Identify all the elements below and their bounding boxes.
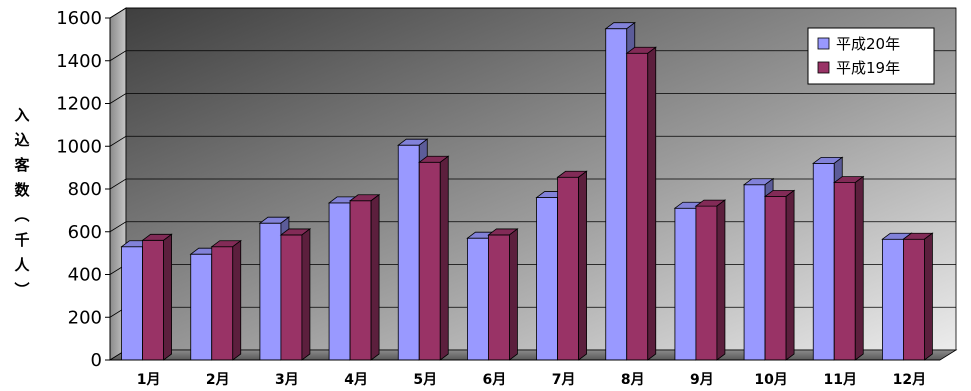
- bar-h19-5: [418, 155, 450, 361]
- x-tick-label: 4月: [344, 372, 368, 388]
- svg-text:︶: ︶: [13, 281, 29, 299]
- bars: [120, 21, 934, 361]
- svg-text:数: 数: [14, 181, 30, 199]
- bar-h19-11: [833, 175, 865, 361]
- svg-text:客: 客: [13, 156, 30, 174]
- legend-swatch: [817, 37, 830, 50]
- y-tick-label: 1000: [56, 136, 102, 157]
- bar-h19-8: [625, 46, 657, 361]
- x-tick-label: 9月: [690, 372, 714, 388]
- gridline: [109, 93, 956, 104]
- x-tick-label: 3月: [275, 372, 299, 388]
- bar-h19-9: [694, 199, 727, 361]
- axes: 0 200 400 600 800 1000 1200 1400 1600 1月 2月 3月 4月 5月 6…: [56, 8, 940, 388]
- x-tick-label: 6月: [483, 372, 507, 388]
- legend-box: [807, 27, 935, 85]
- x-tick-label: 1月: [137, 372, 161, 388]
- y-tick-label: 1400: [56, 51, 102, 72]
- x-tick-label: 10月: [754, 372, 787, 388]
- bar-h19-4: [348, 193, 381, 361]
- legend-swatch: [817, 61, 830, 74]
- y-tick-label: 200: [68, 307, 102, 328]
- bar-h19-7: [556, 170, 588, 361]
- y-tick-label: 1600: [56, 8, 102, 29]
- gridline: [109, 50, 956, 62]
- svg-text:︵: ︵: [13, 206, 29, 224]
- bar-h19-1: [141, 233, 173, 361]
- bar-h19-6: [487, 228, 519, 361]
- x-tick-label: 8月: [621, 372, 645, 388]
- legend-label: 平成19年: [836, 59, 900, 77]
- y-tick-label: 1200: [56, 94, 102, 115]
- x-tick-label: 2月: [206, 372, 230, 388]
- y-tick-label: 600: [68, 222, 102, 243]
- bar-h19-12: [902, 232, 934, 361]
- legend-label: 平成20年: [836, 35, 900, 53]
- x-tick-label: 11月: [824, 372, 857, 388]
- x-tick-label: 7月: [552, 372, 576, 388]
- y-tick-label: 400: [68, 265, 102, 286]
- svg-text:入: 入: [14, 106, 29, 124]
- gridline: [109, 7, 956, 19]
- y-tick-label: 800: [68, 179, 102, 200]
- svg-text:千: 千: [14, 231, 29, 249]
- bar-h19-2: [210, 239, 242, 361]
- svg-text:込: 込: [14, 131, 29, 149]
- bar-h19-3: [279, 228, 312, 361]
- x-tick-label: 5月: [413, 372, 437, 388]
- gridline: [109, 178, 956, 190]
- x-tick-label: 12月: [893, 372, 926, 388]
- gridline: [109, 135, 956, 147]
- bar-h19-10: [763, 189, 796, 361]
- y-tick-label: 0: [91, 350, 102, 371]
- svg-text:人: 人: [14, 256, 30, 274]
